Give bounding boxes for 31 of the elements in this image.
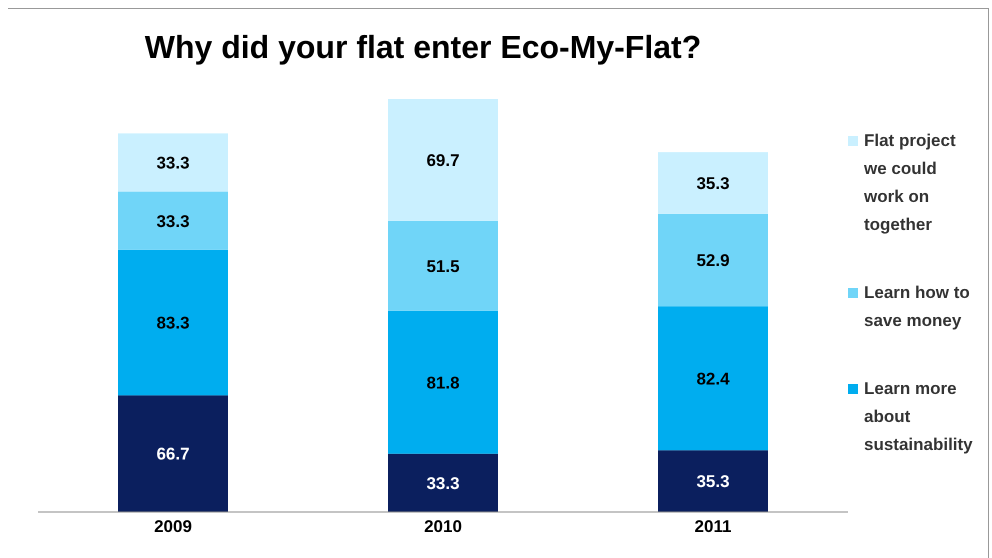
bar bbox=[658, 214, 768, 306]
x-tick-label: 2011 bbox=[694, 517, 732, 536]
bar bbox=[388, 454, 498, 512]
data-label: 33.3 bbox=[156, 212, 190, 231]
data-label: 33.3 bbox=[426, 474, 460, 493]
bar bbox=[118, 133, 228, 192]
data-label: 83.3 bbox=[156, 314, 190, 333]
data-label: 81.8 bbox=[426, 373, 460, 392]
bar bbox=[118, 250, 228, 396]
bar bbox=[388, 99, 498, 221]
data-label: 35.3 bbox=[696, 472, 730, 492]
legend-label: Learn more about sustainability bbox=[864, 378, 974, 456]
bar bbox=[658, 450, 768, 512]
x-tick-label: 2010 bbox=[424, 517, 462, 536]
data-label: 66.7 bbox=[156, 444, 190, 464]
data-label: 52.9 bbox=[696, 251, 730, 270]
data-label: 33.3 bbox=[156, 154, 190, 173]
bar bbox=[658, 152, 768, 214]
legend-label: Flat project we could work on together bbox=[864, 130, 957, 236]
bar bbox=[658, 306, 768, 450]
bar bbox=[388, 220, 498, 311]
data-label: 69.7 bbox=[426, 150, 460, 170]
x-tick-label: 2009 bbox=[154, 517, 192, 536]
bar bbox=[118, 395, 228, 512]
legend-label: Learn how to save money bbox=[864, 282, 971, 332]
data-label: 51.5 bbox=[426, 256, 460, 276]
data-label: 82.4 bbox=[696, 369, 730, 388]
bar bbox=[118, 192, 228, 250]
bar bbox=[388, 310, 498, 454]
data-label: 35.3 bbox=[696, 174, 730, 194]
chart-title: Why did your flat enter Eco-My-Flat? bbox=[144, 28, 702, 67]
